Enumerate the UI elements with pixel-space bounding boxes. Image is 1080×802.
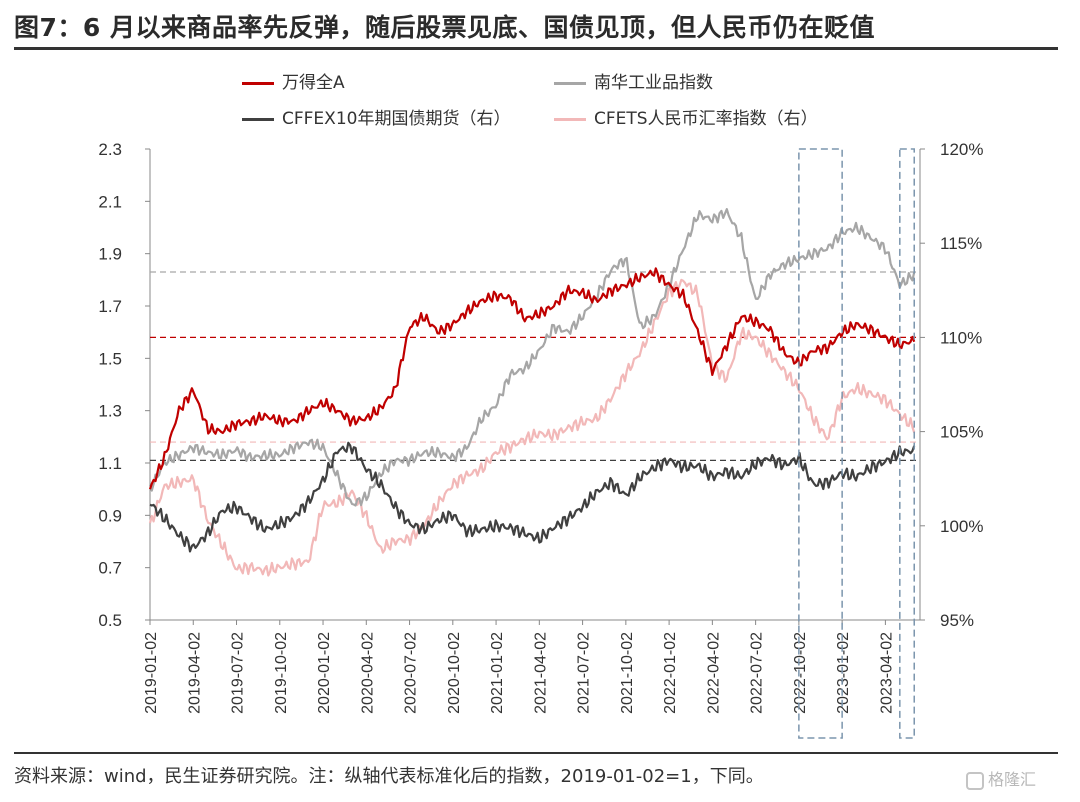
x-tick-label: 2019-04-02 xyxy=(186,632,203,714)
legend-swatch xyxy=(554,117,586,121)
series-line-nanhua xyxy=(148,208,916,507)
x-tick-label: 2020-10-02 xyxy=(446,632,463,714)
legend-item-cfets: CFETS人民币汇率指数（右） xyxy=(554,104,818,129)
legend-item-bond: CFFEX10年期国债期货（右） xyxy=(242,104,510,129)
legend-label: 南华工业品指数 xyxy=(594,73,713,93)
x-tick-label: 2022-01-02 xyxy=(662,632,679,714)
x-tick-label: 2022-07-02 xyxy=(749,632,766,714)
x-tick-label: 2020-04-02 xyxy=(359,632,376,714)
x-tick-label: 2023-01-02 xyxy=(835,632,852,714)
left-tick-label: 1.7 xyxy=(98,297,122,316)
watermark: 格隆汇 xyxy=(966,766,1036,790)
line-chart: 0.5 0.7 0.9 1.1 1.3 1.5 1.7 1.9 2.1 2.3 95% 100% 105… xyxy=(98,140,983,739)
highlight-box xyxy=(798,148,843,739)
right-tick-label: 105% xyxy=(940,423,983,442)
x-tick-label: 2020-07-02 xyxy=(403,632,420,714)
legend-label: CFFEX10年期国债期货（右） xyxy=(282,109,511,129)
x-tick-label: 2023-04-02 xyxy=(878,632,895,714)
legend-label: 万得全A xyxy=(282,73,345,93)
watermark-text: 格隆汇 xyxy=(988,770,1037,789)
x-tick-label: 2022-10-02 xyxy=(792,632,809,714)
footer-rule xyxy=(14,752,1058,754)
legend-swatch xyxy=(554,81,586,85)
x-tick-label: 2019-10-02 xyxy=(273,632,290,714)
x-tick-label: 2021-01-02 xyxy=(489,632,506,714)
right-tick-label: 120% xyxy=(940,140,983,159)
series-line-wind_a xyxy=(148,267,916,490)
legend-item-wind-a: 万得全A xyxy=(242,68,345,93)
x-tick-label: 2021-10-02 xyxy=(619,632,636,714)
legend-swatch xyxy=(242,81,274,85)
highlight-box xyxy=(899,148,915,739)
x-tick-label: 2019-01-02 xyxy=(143,632,160,714)
left-tick-label: 1.1 xyxy=(98,454,122,473)
figure-title: 图7：6 月以来商品率先反弹，随后股票见底、国债见顶，但人民币仍在贬值 xyxy=(14,13,875,42)
left-tick-label: 2.1 xyxy=(98,192,122,211)
left-tick-label: 1.9 xyxy=(98,245,122,264)
watermark-logo-icon xyxy=(966,771,984,790)
series-line-cfets xyxy=(148,278,916,577)
left-tick-label: 2.3 xyxy=(98,140,122,159)
legend-swatch xyxy=(242,117,274,121)
series-line-bond xyxy=(149,441,916,553)
right-tick-label: 100% xyxy=(940,517,983,536)
left-tick-label: 1.3 xyxy=(98,402,122,421)
legend-item-nanhua: 南华工业品指数 xyxy=(554,68,713,93)
x-tick-label: 2020-01-02 xyxy=(316,632,333,714)
legend-label: CFETS人民币汇率指数（右） xyxy=(594,109,818,129)
left-tick-label: 0.9 xyxy=(98,506,122,525)
source-note: 资料来源：wind，民生证券研究院。注：纵轴代表标准化后的指数，2019-01-… xyxy=(14,766,764,787)
left-tick-label: 0.7 xyxy=(98,559,122,578)
right-tick-label: 95% xyxy=(940,611,974,630)
right-tick-label: 115% xyxy=(940,234,982,253)
x-tick-label: 2022-04-02 xyxy=(705,632,722,714)
x-tick-label: 2021-04-02 xyxy=(532,632,549,714)
x-tick-label: 2019-07-02 xyxy=(230,632,247,714)
left-tick-label: 0.5 xyxy=(98,611,122,630)
x-tick-label: 2021-07-02 xyxy=(576,632,593,714)
title-underline xyxy=(14,47,1058,50)
right-tick-label: 110% xyxy=(940,328,982,347)
left-tick-label: 1.5 xyxy=(98,349,122,368)
